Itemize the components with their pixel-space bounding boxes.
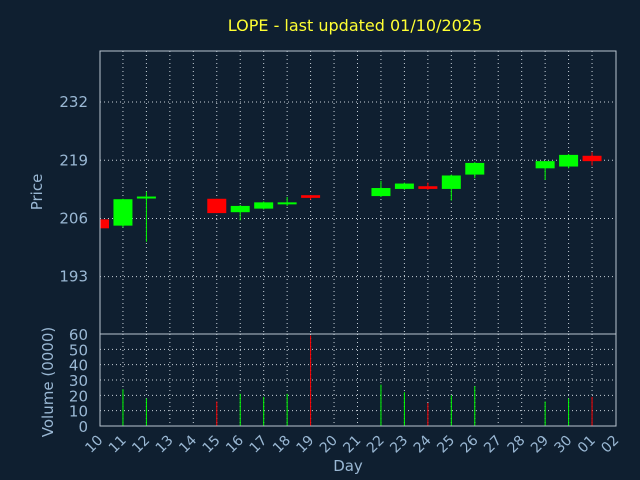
- day-tick-label: 23: [387, 433, 411, 457]
- candle-body: [465, 162, 485, 175]
- candle-body: [441, 175, 461, 189]
- day-tick-label: 18: [270, 433, 294, 457]
- price-tick-label: 206: [59, 209, 88, 227]
- price-candles: [100, 152, 602, 242]
- candle-18: [277, 196, 297, 206]
- volume-panel-frame: [99, 333, 617, 427]
- day-tick-label: 11: [106, 433, 130, 457]
- chart-title: LOPE - last updated 01/10/2025: [228, 16, 482, 35]
- x-axis-label: Day: [333, 457, 363, 475]
- volume-tick-label: 0: [78, 418, 88, 436]
- price-tick-label: 232: [59, 93, 88, 111]
- price-tick-labels: 193 206 219 232: [59, 93, 88, 286]
- candle-12: [136, 191, 156, 242]
- day-tick-label: 01: [575, 433, 599, 457]
- candle-body: [136, 196, 156, 199]
- volume-tick-label: 40: [69, 357, 88, 375]
- volume-axis-label: Volume (0000): [39, 327, 57, 437]
- day-tick-label: 12: [129, 433, 153, 457]
- candle-10: [100, 219, 109, 229]
- candle-body: [394, 183, 414, 189]
- candle-body: [207, 198, 227, 214]
- candle-30: [559, 153, 579, 169]
- day-tick-label: 25: [434, 433, 458, 457]
- candle-16: [230, 205, 250, 221]
- candle-body: [277, 202, 297, 205]
- day-tick-label: 02: [598, 433, 622, 457]
- day-tick-label: 22: [364, 433, 388, 457]
- volume-tick-label: 10: [69, 403, 88, 421]
- day-tick-label: 28: [505, 433, 529, 457]
- day-tick-label: 30: [551, 433, 575, 457]
- candle-15: [207, 198, 227, 214]
- volume-tick-label: 30: [69, 372, 88, 390]
- day-tick-label: 21: [340, 433, 364, 457]
- day-tick-label: 16: [223, 432, 247, 456]
- candle-body: [418, 186, 438, 189]
- candle-01: [582, 152, 602, 166]
- day-tick-label: 27: [481, 433, 505, 457]
- candle-23: [394, 182, 414, 190]
- candle-body: [371, 188, 391, 197]
- day-tick-label: 15: [200, 433, 224, 457]
- candle-body: [100, 219, 109, 229]
- volume-tick-label: 60: [69, 326, 88, 344]
- day-tick-label: 19: [293, 433, 317, 457]
- candle-body: [230, 205, 250, 213]
- day-tick-label: 13: [153, 433, 177, 457]
- candle-26: [465, 162, 485, 179]
- candle-body: [559, 154, 579, 167]
- volume-tick-label: 50: [69, 341, 88, 359]
- candle-body: [582, 155, 602, 162]
- candle-29: [535, 161, 555, 180]
- price-tick-label: 219: [59, 151, 88, 169]
- volume-bars: [122, 335, 593, 426]
- grid-lines: [100, 51, 616, 426]
- candle-11: [113, 198, 133, 228]
- candle-body: [301, 195, 321, 198]
- candle-24: [418, 182, 438, 190]
- day-tick-label: 26: [458, 432, 482, 456]
- candle-17: [254, 201, 274, 210]
- day-tick-label: 17: [247, 433, 271, 457]
- day-tick-label: 29: [528, 433, 552, 457]
- volume-tick-label: 20: [69, 387, 88, 405]
- day-tick-label: 20: [317, 433, 341, 457]
- candle-25: [441, 174, 461, 201]
- price-tick-label: 193: [59, 268, 88, 286]
- candle-22: [371, 180, 391, 197]
- day-tick-label: 14: [176, 432, 200, 456]
- candle-body: [254, 202, 274, 209]
- candle-19: [301, 195, 321, 200]
- day-tick-labels: 10 11 12 13 14 15 16 17 18 19 20 21 22 23 24 25 26 27 28 29…: [82, 432, 622, 456]
- candle-body: [535, 161, 555, 169]
- price-axis-label: Price: [28, 174, 46, 211]
- day-tick-label: 24: [411, 432, 435, 456]
- candle-body: [113, 199, 133, 226]
- day-tick-label: 10: [82, 433, 106, 457]
